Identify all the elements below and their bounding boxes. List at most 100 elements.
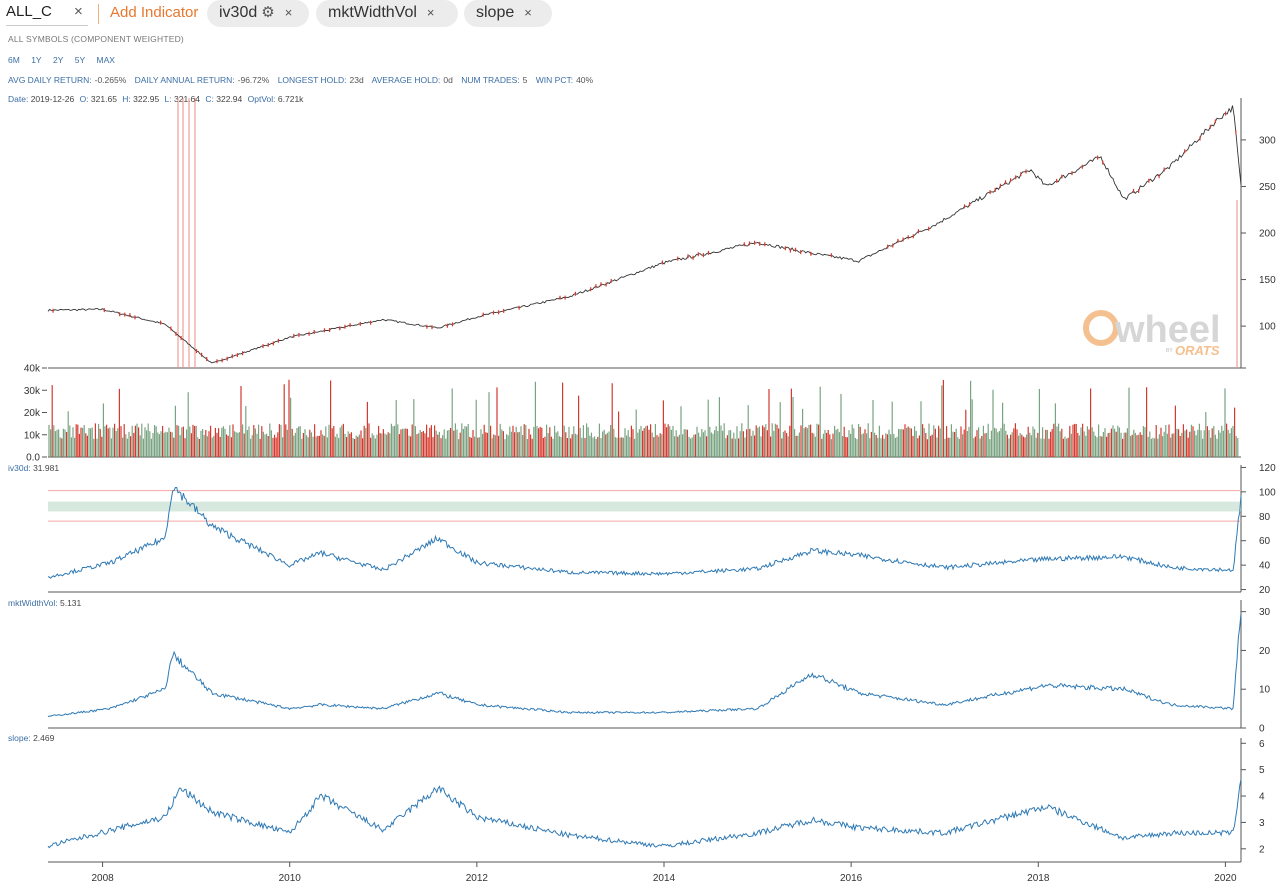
ohlc-open: 321.65 [90,94,117,104]
range-5y-button[interactable]: 5Y [74,55,86,65]
stat-value: 23d [349,75,364,85]
ohlc-close: 322.94 [216,94,243,104]
price-down-candles [52,111,1237,364]
range-2y-button[interactable]: 2Y [52,55,64,65]
stat-label: NUM TRADES: [461,75,520,85]
iv30d-tick-label: 100 [1259,487,1276,498]
ohlc-high: 322.95 [133,94,160,104]
range-6m-button[interactable]: 6M [8,55,20,65]
gear-icon[interactable]: ⚙ [261,4,275,21]
mktwidthvol-readout: mktWidthVol: 5.131 [8,598,81,608]
stat-value: -96.72% [237,75,270,85]
iv30d-panel: 20 40 60 80 100 120 [47,463,1276,596]
ohlc-date-label: Date: [8,94,29,104]
mktwidthvol-label: mktWidthVol: [8,598,58,608]
volume-up-bars [48,380,1239,457]
slope-readout: slope: 2.469 [8,733,54,743]
x-axis-tick-label: 2014 [653,873,676,884]
indicator-pill-label: iv30d [219,4,258,21]
ohlc-high-label: H: [122,94,131,104]
iv30d-series-line [47,487,1242,579]
slope-tick-label: 2 [1259,844,1265,855]
iv30d-tick-label: 40 [1259,561,1271,572]
price-tick-label: 100 [1259,322,1276,333]
slope-series-line [47,779,1242,849]
symbol-label[interactable]: ALL_C [6,3,52,20]
symbol-underline [6,25,88,26]
iv30d-value: 31.981 [33,463,60,473]
close-icon[interactable]: × [426,5,435,20]
close-icon[interactable]: × [284,5,293,20]
indicator-pill-mktwidthvol[interactable]: mktWidthVol × [316,0,458,27]
x-axis-tick-label: 2020 [1214,873,1237,884]
x-axis-tick-label: 2016 [840,873,863,884]
price-tick-label: 300 [1259,135,1276,146]
x-axis-tick-label: 2010 [279,873,302,884]
stat-label: DAILY ANNUAL RETURN: [134,75,235,85]
stat-value: 0d [443,75,453,85]
ohlc-optvol: 6.721k [277,94,304,104]
volume-tick-label: 30k [24,386,41,397]
wheel-logo: wheel BY ORATS [1083,309,1221,358]
stat-value: 40% [576,75,594,85]
ohlc-low-label: L: [164,94,172,104]
range-max-button[interactable]: MAX [96,55,115,65]
iv30d-readout: iv30d: 31.981 [8,463,59,473]
symbol-subtitle: ALL SYMBOLS (COMPONENT WEIGHTED) [8,34,184,44]
mktwidthvol-tick-label: 20 [1259,646,1271,657]
stat-value: -0.265% [94,75,127,85]
add-indicator-button[interactable]: Add Indicator [110,4,199,21]
logo-by: BY [1166,348,1173,354]
price-series-line [47,105,1242,364]
ohlc-low: 321.64 [174,94,201,104]
slope-tick-label: 6 [1259,739,1265,750]
backtest-stats: AVG DAILY RETURN: -0.265% DAILY ANNUAL RE… [8,75,599,85]
mktwidthvol-tick-label: 10 [1259,685,1271,696]
range-selector: 6M 1Y 2Y 5Y MAX [8,55,124,65]
slope-value: 2.469 [33,733,55,743]
x-axis-tick-label: 2012 [466,873,489,884]
iv30d-tick-label: 80 [1259,512,1271,523]
stat-label: WIN PCT: [535,75,574,85]
iv30d-label: iv30d: [8,463,31,473]
ohlc-date: 2019-12-26 [30,94,75,104]
x-axis: 2008 2010 2012 2014 2016 2018 2020 [48,861,1241,884]
volume-tick-label: 40k [24,364,41,375]
iv30d-tick-label: 60 [1259,536,1271,547]
stat-value: 5 [522,75,528,85]
slope-panel: 2 3 4 5 6 [47,738,1265,863]
stat-label: AVERAGE HOLD: [371,75,441,85]
logo-brand: ORATS [1175,343,1220,358]
ohlc-readout: Date: 2019-12-26 O: 321.65 H: 322.95 L: … [8,94,306,104]
indicator-pill-label: slope [476,4,515,21]
volume-panel: 0.0 10k 20k 30k 40k [24,364,1241,464]
mktwidthvol-value: 5.131 [59,598,82,608]
slope-tick-label: 3 [1259,818,1265,829]
x-axis-tick-label: 2018 [1027,873,1050,884]
slope-tick-label: 4 [1259,792,1265,803]
ohlc-optvol-label: OptVol: [247,94,276,104]
x-axis-tick-label: 2008 [91,873,114,884]
ohlc-open-label: O: [79,94,89,104]
mktwidthvol-panel: 0 10 20 30 [47,600,1271,735]
price-tick-label: 250 [1259,182,1276,193]
mktwidthvol-series-line [47,613,1242,718]
iv30d-threshold-band [48,501,1241,512]
volume-tick-label: 0.0 [26,453,40,464]
stat-label: LONGEST HOLD: [277,75,347,85]
indicator-pill-slope[interactable]: slope × [464,0,552,27]
indicator-pill-iv30d[interactable]: iv30d ⚙ × [207,0,309,27]
close-icon[interactable]: × [524,5,532,20]
price-tick-label: 200 [1259,229,1276,240]
volume-tick-label: 10k [24,430,41,441]
range-1y-button[interactable]: 1Y [31,55,42,65]
logo-ring [1083,310,1119,346]
price-tick-label: 150 [1259,275,1276,286]
mktwidthvol-tick-label: 30 [1259,607,1271,618]
slope-tick-label: 5 [1259,765,1265,776]
toolbar: ALL_C × Add Indicator iv30d ⚙ × mktWidthVo… [0,0,1283,28]
ohlc-close-label: C: [205,94,214,104]
symbol-clear-icon[interactable]: × [74,3,83,20]
price-panel: 100 150 200 250 300 [47,98,1276,369]
